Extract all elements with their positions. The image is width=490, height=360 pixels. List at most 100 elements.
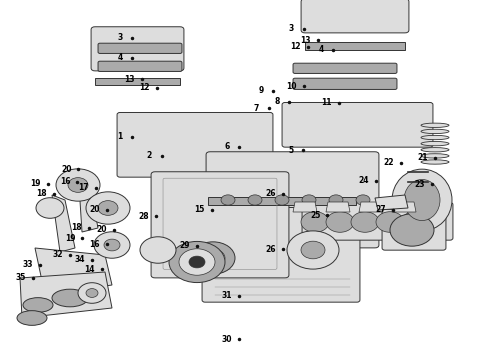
FancyBboxPatch shape xyxy=(98,61,182,71)
Text: 6: 6 xyxy=(224,143,229,152)
Polygon shape xyxy=(375,195,408,210)
Ellipse shape xyxy=(421,141,449,146)
Ellipse shape xyxy=(78,283,106,303)
Ellipse shape xyxy=(275,195,289,205)
Text: 27: 27 xyxy=(375,205,386,214)
Ellipse shape xyxy=(104,239,120,251)
Ellipse shape xyxy=(351,212,379,232)
Ellipse shape xyxy=(201,249,225,267)
Text: 3: 3 xyxy=(289,24,294,33)
Polygon shape xyxy=(326,202,350,212)
Ellipse shape xyxy=(421,129,449,134)
Bar xyxy=(305,42,405,50)
Text: 4: 4 xyxy=(118,53,122,62)
Ellipse shape xyxy=(52,289,88,307)
Ellipse shape xyxy=(421,154,449,158)
Text: 24: 24 xyxy=(359,176,369,185)
FancyBboxPatch shape xyxy=(293,63,397,73)
Text: 13: 13 xyxy=(124,75,135,84)
Text: 4: 4 xyxy=(318,45,323,54)
Text: 28: 28 xyxy=(138,212,149,220)
FancyBboxPatch shape xyxy=(293,78,397,89)
Text: 2: 2 xyxy=(147,151,152,160)
Ellipse shape xyxy=(302,195,316,205)
Text: 19: 19 xyxy=(30,179,41,188)
Text: 30: 30 xyxy=(221,335,232,343)
Ellipse shape xyxy=(404,179,440,221)
FancyBboxPatch shape xyxy=(91,27,184,71)
Text: 15: 15 xyxy=(194,205,205,214)
Text: 12: 12 xyxy=(139,84,150,93)
Polygon shape xyxy=(359,202,383,212)
Text: 26: 26 xyxy=(266,189,276,198)
Text: 29: 29 xyxy=(179,241,190,250)
Polygon shape xyxy=(293,202,317,212)
Ellipse shape xyxy=(189,256,205,268)
Ellipse shape xyxy=(356,195,370,205)
Ellipse shape xyxy=(56,169,100,201)
Ellipse shape xyxy=(421,148,449,152)
Text: 17: 17 xyxy=(78,184,89,193)
Text: 7: 7 xyxy=(254,104,259,113)
FancyBboxPatch shape xyxy=(206,152,379,248)
Text: 18: 18 xyxy=(36,189,47,198)
FancyBboxPatch shape xyxy=(302,202,453,240)
Text: 20: 20 xyxy=(61,165,72,174)
FancyBboxPatch shape xyxy=(382,210,446,250)
Ellipse shape xyxy=(329,195,343,205)
Ellipse shape xyxy=(326,212,354,232)
Text: 10: 10 xyxy=(286,82,297,91)
Text: 1: 1 xyxy=(118,132,122,141)
Text: 21: 21 xyxy=(417,153,428,162)
Ellipse shape xyxy=(401,212,429,232)
Text: 33: 33 xyxy=(23,260,33,269)
FancyBboxPatch shape xyxy=(282,103,433,147)
FancyBboxPatch shape xyxy=(117,112,273,177)
Text: 34: 34 xyxy=(74,256,85,264)
Text: 25: 25 xyxy=(310,211,320,220)
Text: 35: 35 xyxy=(16,274,26,282)
Ellipse shape xyxy=(421,135,449,140)
Text: 20: 20 xyxy=(89,205,100,214)
Ellipse shape xyxy=(191,242,235,274)
Ellipse shape xyxy=(248,195,262,205)
FancyBboxPatch shape xyxy=(301,0,409,33)
Ellipse shape xyxy=(392,169,452,231)
Text: 16: 16 xyxy=(60,177,71,186)
Ellipse shape xyxy=(94,232,130,258)
Ellipse shape xyxy=(68,177,88,192)
Text: 12: 12 xyxy=(290,42,301,51)
Text: 14: 14 xyxy=(84,265,95,274)
Text: 20: 20 xyxy=(96,225,107,234)
Polygon shape xyxy=(392,202,416,212)
Text: 8: 8 xyxy=(274,97,279,106)
Ellipse shape xyxy=(140,237,176,263)
FancyBboxPatch shape xyxy=(151,172,289,278)
Text: 26: 26 xyxy=(266,245,276,253)
Ellipse shape xyxy=(390,214,434,246)
Ellipse shape xyxy=(98,201,118,215)
Ellipse shape xyxy=(86,192,130,224)
Ellipse shape xyxy=(421,160,449,164)
Ellipse shape xyxy=(86,289,98,297)
Text: 13: 13 xyxy=(300,36,311,45)
Ellipse shape xyxy=(221,195,235,205)
Text: 11: 11 xyxy=(321,98,332,107)
Text: 31: 31 xyxy=(221,292,232,300)
Ellipse shape xyxy=(179,249,215,275)
FancyBboxPatch shape xyxy=(202,207,360,302)
Ellipse shape xyxy=(301,212,329,232)
Text: 23: 23 xyxy=(415,180,425,189)
Ellipse shape xyxy=(169,242,225,283)
Text: 18: 18 xyxy=(72,223,82,232)
Bar xyxy=(208,197,356,205)
Polygon shape xyxy=(35,248,112,295)
Text: 16: 16 xyxy=(89,240,100,248)
FancyBboxPatch shape xyxy=(98,43,182,53)
Text: 19: 19 xyxy=(65,234,75,243)
Bar xyxy=(95,78,180,85)
Ellipse shape xyxy=(36,198,64,218)
Text: 9: 9 xyxy=(259,86,264,95)
Polygon shape xyxy=(78,170,98,232)
Ellipse shape xyxy=(17,311,47,325)
